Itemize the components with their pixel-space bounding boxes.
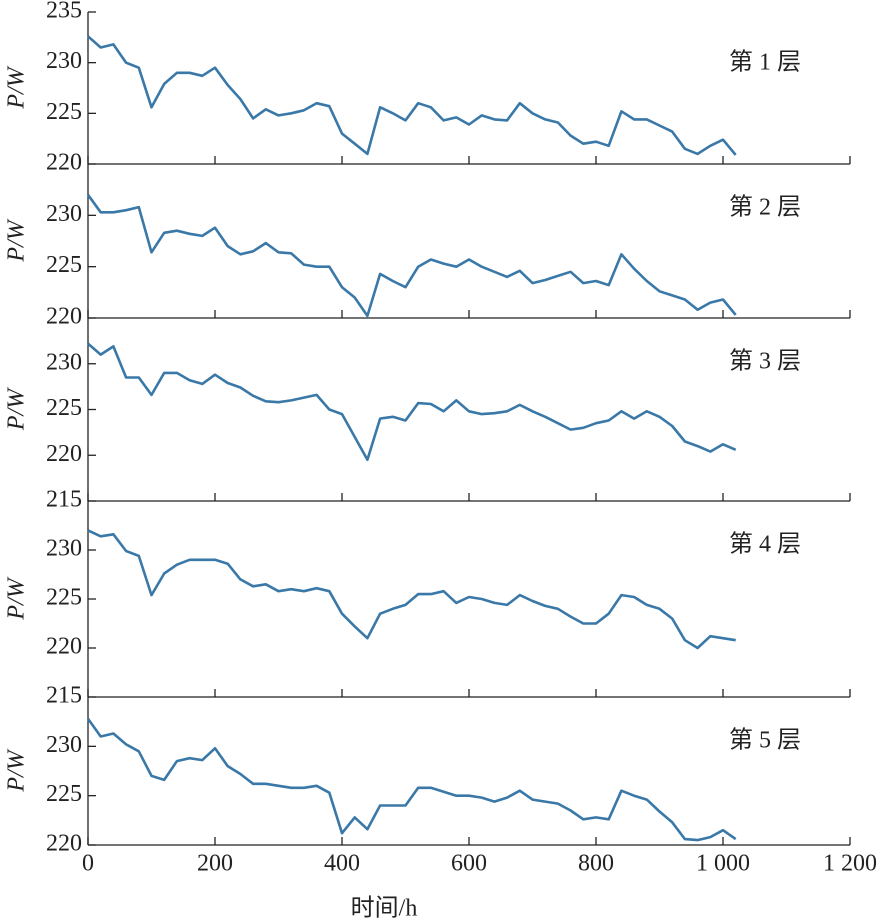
y-tick-label: 230	[46, 732, 82, 758]
y-tick-label: 215	[46, 487, 82, 513]
x-tick-label: 800	[578, 851, 614, 877]
y-axis-label: P/W	[4, 387, 30, 431]
data-line	[87, 342, 737, 462]
y-tick-label: 220	[46, 150, 82, 176]
y-tick-label: 230	[46, 48, 82, 74]
data-line	[87, 529, 736, 650]
x-tick-label: 600	[451, 851, 487, 877]
y-tick-label: 225	[46, 252, 82, 278]
panel-label: 第 1 层	[729, 49, 801, 76]
y-tick-label: 220	[46, 441, 82, 467]
data-line	[87, 35, 737, 156]
y-tick-label: 230	[46, 536, 82, 562]
x-tick-label: 1 000	[696, 851, 750, 877]
y-axis-label: P/W	[4, 65, 30, 109]
y-axis-label: P/W	[4, 218, 30, 262]
data-line	[86, 194, 737, 318]
y-tick-label: 225	[46, 99, 82, 125]
y-tick-label: 225	[46, 585, 82, 611]
y-tick-label: 235	[46, 0, 82, 24]
x-tick-label: 0	[82, 851, 94, 877]
x-axis-label: 时间/h	[351, 895, 418, 922]
data-line	[86, 717, 737, 842]
y-tick-label: 230	[46, 349, 82, 375]
y-axis-label: P/W	[4, 748, 30, 792]
x-tick-label: 1 200	[823, 851, 877, 877]
y-tick-label: 230	[46, 201, 82, 227]
y-tick-label: 225	[46, 395, 82, 421]
panel-label: 第 3 层	[729, 348, 801, 375]
y-tick-label: 220	[46, 634, 82, 660]
x-tick-label: 200	[197, 851, 233, 877]
y-tick-label: 225	[46, 781, 82, 807]
y-axis-label: P/W	[4, 576, 30, 620]
panel-label: 第 2 层	[729, 194, 801, 221]
y-tick-label: 220	[46, 304, 82, 330]
panel-label: 第 5 层	[729, 727, 801, 754]
y-tick-label: 215	[46, 683, 82, 709]
x-tick-label: 400	[324, 851, 360, 877]
panel-label: 第 4 层	[729, 531, 801, 558]
y-tick-label: 220	[46, 831, 82, 857]
